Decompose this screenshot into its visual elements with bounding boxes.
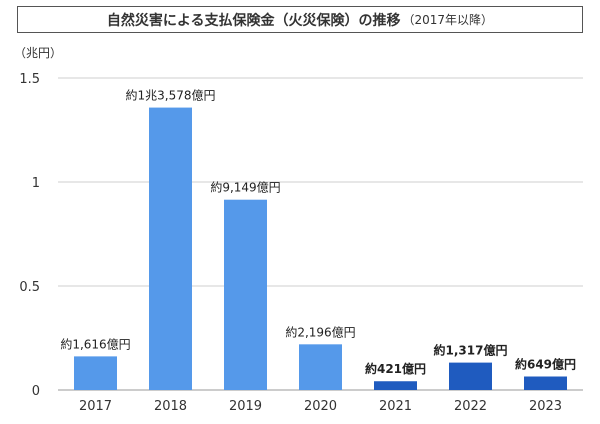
bar bbox=[149, 107, 192, 390]
bar bbox=[449, 362, 492, 390]
chart-title: 自然災害による支払保険金（火災保険）の推移 （2017年以降） bbox=[17, 6, 583, 33]
x-tick-label: 2023 bbox=[529, 399, 562, 414]
y-tick-label: 0 bbox=[32, 384, 40, 399]
bar bbox=[374, 381, 417, 390]
chart-title-main: 自然災害による支払保険金（火災保険）の推移 bbox=[106, 12, 401, 29]
y-tick-label: 1 bbox=[32, 176, 40, 191]
data-label: 約1,317億円 bbox=[434, 343, 508, 358]
x-tick-label: 2022 bbox=[454, 399, 487, 414]
y-tick-label: 1.5 bbox=[19, 72, 40, 87]
bar bbox=[224, 199, 267, 390]
x-tick-label: 2021 bbox=[379, 399, 412, 414]
data-label: 約1,616億円 bbox=[60, 336, 130, 351]
x-tick-label: 2017 bbox=[79, 399, 112, 414]
bar bbox=[299, 344, 342, 390]
data-label: 約1兆3,578億円 bbox=[126, 88, 216, 103]
data-label: 約2,196億円 bbox=[285, 324, 355, 339]
x-tick-label: 2020 bbox=[304, 399, 337, 414]
bar bbox=[74, 356, 117, 390]
y-tick-label: 0.5 bbox=[19, 280, 40, 295]
data-label: 約9,149億円 bbox=[210, 180, 280, 195]
x-tick-label: 2018 bbox=[154, 399, 187, 414]
data-label: 約649億円 bbox=[515, 357, 576, 372]
bar bbox=[524, 376, 567, 390]
x-tick-label: 2019 bbox=[229, 399, 262, 414]
data-label: 約421億円 bbox=[365, 361, 426, 376]
chart-title-sub: （2017年以降） bbox=[402, 13, 494, 27]
y-axis-unit-label: （兆円） bbox=[14, 46, 63, 60]
